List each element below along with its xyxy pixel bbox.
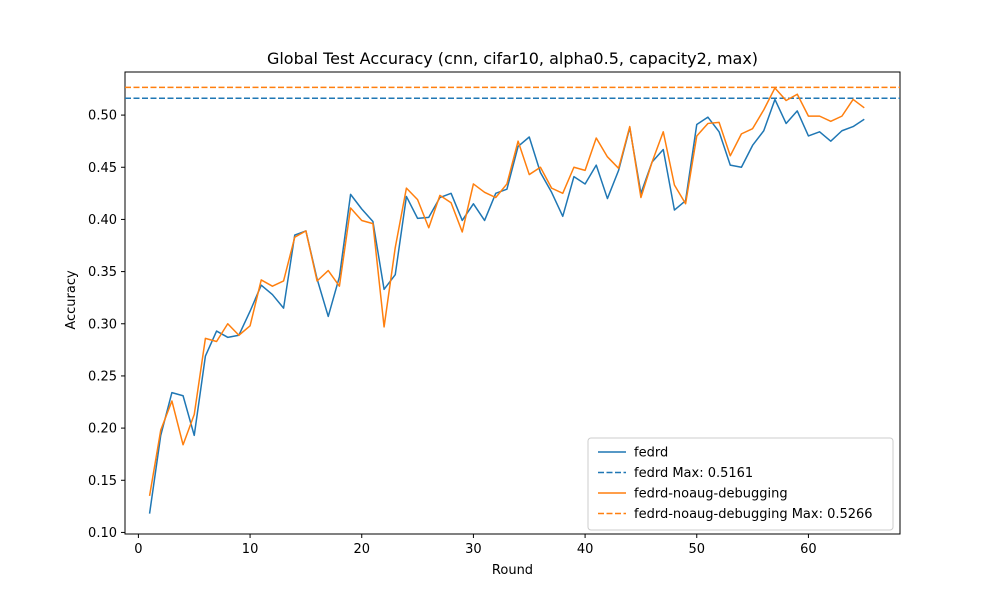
legend-entry: fedrd [634, 446, 668, 461]
y-tick-label: 0.50 [88, 109, 117, 124]
series-layer [125, 86, 900, 514]
y-axis: 0.10 0.15 0.20 0.25 0.30 0.35 0.40 0.45 0.50 [88, 109, 125, 541]
axes-frame [124, 71, 901, 535]
x-tick-label: 60 [800, 542, 817, 557]
legend-entry: fedrd Max: 0.5161 [634, 466, 753, 481]
x-tick-label: 20 [353, 542, 370, 557]
legend-entry: fedrd-noaug-debugging [634, 487, 788, 502]
x-axis: 0 10 20 30 40 50 60 [134, 534, 817, 557]
y-tick-label: 0.25 [88, 369, 117, 384]
y-axis-label: Accuracy [64, 270, 79, 330]
y-tick-label: 0.40 [88, 213, 117, 228]
plot-area: 0 10 20 30 40 50 60 0.100.150.200.250.300.350.… [88, 71, 901, 557]
series-line-2 [148, 87, 865, 497]
chart-title: Global Test Accuracy (cnn, cifar10, alph… [267, 49, 758, 68]
y-tick-label: 0.35 [88, 265, 117, 280]
x-tick-label: 40 [577, 542, 594, 557]
legend-box [587, 437, 894, 531]
y-tick-label: 0.20 [88, 422, 117, 437]
y-tick-label: 0.10 [88, 526, 117, 541]
x-tick-label: 50 [688, 542, 705, 557]
x-tick-label: 10 [242, 542, 259, 557]
x-tick-label: 30 [465, 542, 482, 557]
legend-entry: fedrd-noaug-debugging Max: 0.5266 [634, 507, 873, 522]
y-tick-label: 0.15 [88, 474, 117, 489]
x-tick-label: 0 [134, 542, 142, 557]
y-tick-label: 0.45 [88, 161, 117, 176]
series-line-0 [148, 98, 865, 514]
x-axis-label: Round [492, 563, 533, 578]
y-tick-label: 0.30 [88, 317, 117, 332]
legend: fedrd fedrd Max: 0.5161 fedrd-noaug-debugg… [587, 437, 894, 531]
